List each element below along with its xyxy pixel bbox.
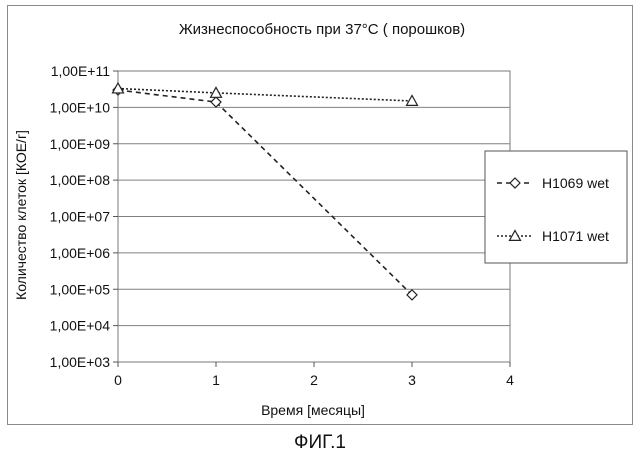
legend-label: H1069 wet: [542, 175, 609, 191]
y-tick-label: 1,00E+07: [50, 209, 111, 225]
series-line: [117, 87, 413, 102]
y-tick-label: 1,00E+10: [50, 99, 111, 115]
y-tick-label: 1,00E+04: [50, 318, 111, 334]
y-tick-label: 1,00E+05: [50, 281, 111, 297]
chart-frame: [7, 5, 633, 425]
y-tick-label: 1,00E+08: [50, 172, 111, 188]
x-tick-label: 3: [408, 372, 416, 388]
data-point: [210, 96, 222, 108]
x-tick-label: 4: [506, 372, 514, 388]
legend-marker: [509, 177, 521, 189]
series-line: [117, 89, 413, 296]
data-point: [406, 289, 418, 301]
x-tick-label: 0: [114, 372, 122, 388]
series: [111, 81, 419, 301]
y-axis-label: Количество клеток [КОЕ/г]: [13, 130, 29, 300]
y-tick-label: 1,00E+06: [50, 245, 111, 261]
data-point: [209, 86, 223, 98]
figure-caption: ФИГ.1: [294, 432, 346, 453]
y-tick-label: 1,00E+09: [50, 136, 111, 152]
y-axis-ticks: 1,00E+11 1,00E+10 1,00E+09 1,00E+08 1,00E+07…: [50, 63, 118, 370]
legend: H1069 wet H1071 wet: [484, 150, 628, 264]
legend-label: H1071 wet: [542, 228, 609, 244]
chart-title: Жизнеспособность при 37°С ( порошков): [179, 21, 465, 38]
x-tick-label: 1: [212, 372, 220, 388]
x-tick-label: 2: [310, 372, 318, 388]
x-axis-ticks: 0 1 2 3 4: [114, 362, 514, 388]
y-tick-label: 1,00E+03: [50, 354, 111, 370]
x-axis-label: Время [месяцы]: [261, 402, 365, 418]
legend-items: H1069 wet H1071 wet: [497, 175, 609, 244]
grid-lines: [118, 106, 510, 327]
y-tick-label: 1,00E+11: [51, 63, 111, 79]
data-point: [111, 81, 125, 94]
legend-marker: [508, 229, 522, 241]
data-point: [405, 94, 419, 106]
legend-box: [484, 150, 628, 264]
